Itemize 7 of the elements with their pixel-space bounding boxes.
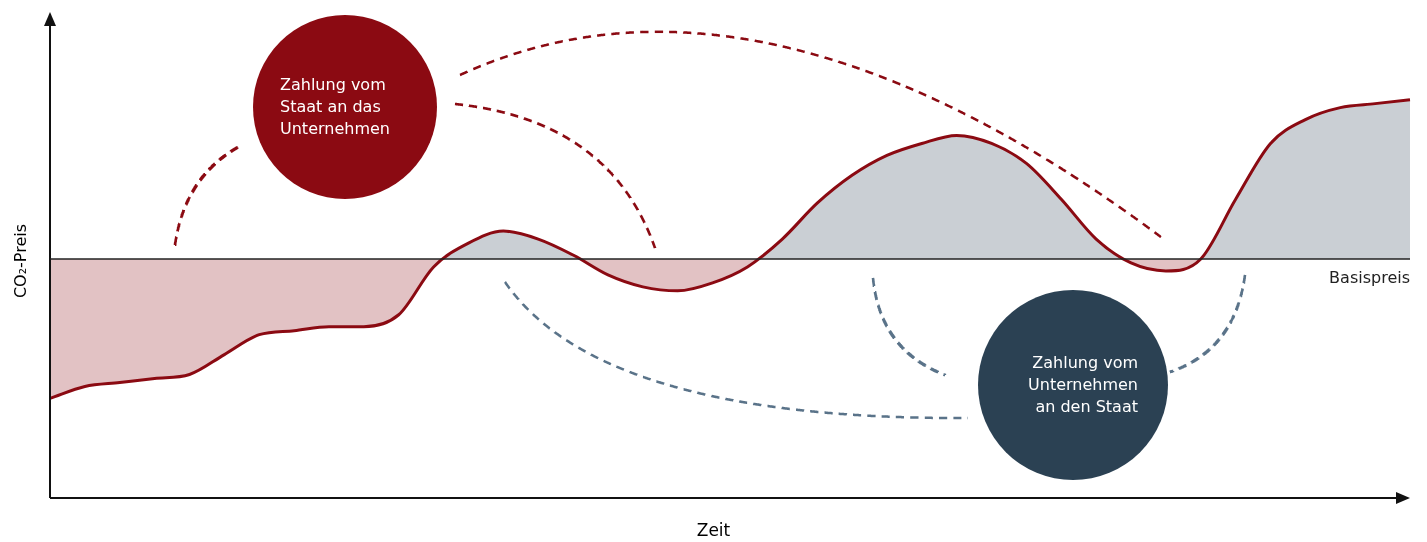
circle-badge: Zahlung vom Unternehmen an den Staat [978, 290, 1168, 480]
ref-line-label: Basispreis [1329, 268, 1410, 288]
circle-badge: Zahlung vom Staat an das Unternehmen [253, 15, 437, 199]
y-axis-title: CO₂-Preis [10, 223, 30, 299]
x-axis-title: Zeit [695, 520, 732, 540]
annotation: Zahlung vom Unternehmen an den Staat [1027, 352, 1138, 418]
annotation: Zahlung vom Staat an das Unternehmen [280, 74, 391, 140]
